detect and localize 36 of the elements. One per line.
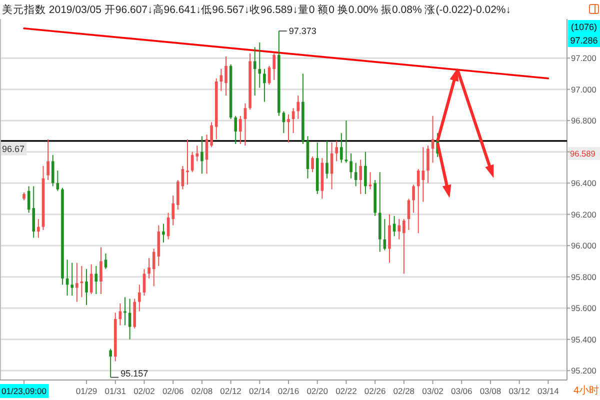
- ref-line-label: 96.67: [2, 144, 25, 154]
- title: 美元指数 2019/03/05 开96.607↓高96.641↓低96.567↓收96.589↓量0 额0 换0.00% 振0.08% 涨(-0.022)-0.02%↓: [2, 4, 512, 16]
- x-tick-label: 02/16: [278, 386, 300, 396]
- annotation: (1076): [571, 22, 597, 32]
- y-tick-label: 95.600: [571, 303, 596, 314]
- x-tick-label: 01/23,09:00: [2, 386, 46, 396]
- y-tick-label: 96.400: [571, 178, 596, 188]
- x-tick-label: 03/12: [508, 386, 530, 396]
- x-tick-label: 02/28: [393, 386, 415, 396]
- x-tick-label: 01/29: [76, 386, 98, 396]
- y-tick-label: 97.200: [571, 53, 596, 64]
- x-tick-label: 02/12: [220, 386, 242, 396]
- x-tick-label: 02/06: [162, 386, 184, 396]
- annotation: 97.373: [288, 26, 316, 36]
- annotation: 95.157: [120, 368, 148, 378]
- x-tick-label: 03/14: [538, 386, 559, 396]
- annotation: 97.286: [570, 36, 598, 46]
- annotation: 96.589: [570, 148, 596, 159]
- x-tick-label: 02/14: [249, 386, 270, 396]
- x-tick-label: 02/22: [336, 386, 357, 396]
- y-tick-label: 96.200: [571, 209, 596, 220]
- x-tick-label: 01/31: [104, 386, 126, 396]
- x-tick-label: 02/02: [134, 386, 155, 396]
- y-tick-label: 95.200: [571, 366, 596, 376]
- y-tick-label: 95.400: [571, 334, 596, 344]
- y-tick-label: 96.000: [571, 240, 596, 251]
- x-tick-label: 02/20: [306, 386, 328, 396]
- y-tick-label: 96.800: [571, 116, 596, 126]
- y-tick-label: 95.800: [571, 272, 596, 282]
- y-tick-label: 97.000: [571, 84, 596, 94]
- x-tick-label: 03/02: [422, 386, 444, 396]
- period-label: 4小时: [573, 386, 599, 396]
- x-tick-label: 03/06: [450, 386, 472, 396]
- x-tick-label: 02/08: [191, 386, 213, 396]
- x-tick-label: 03/08: [480, 386, 502, 396]
- x-tick-label: 02/26: [364, 386, 386, 396]
